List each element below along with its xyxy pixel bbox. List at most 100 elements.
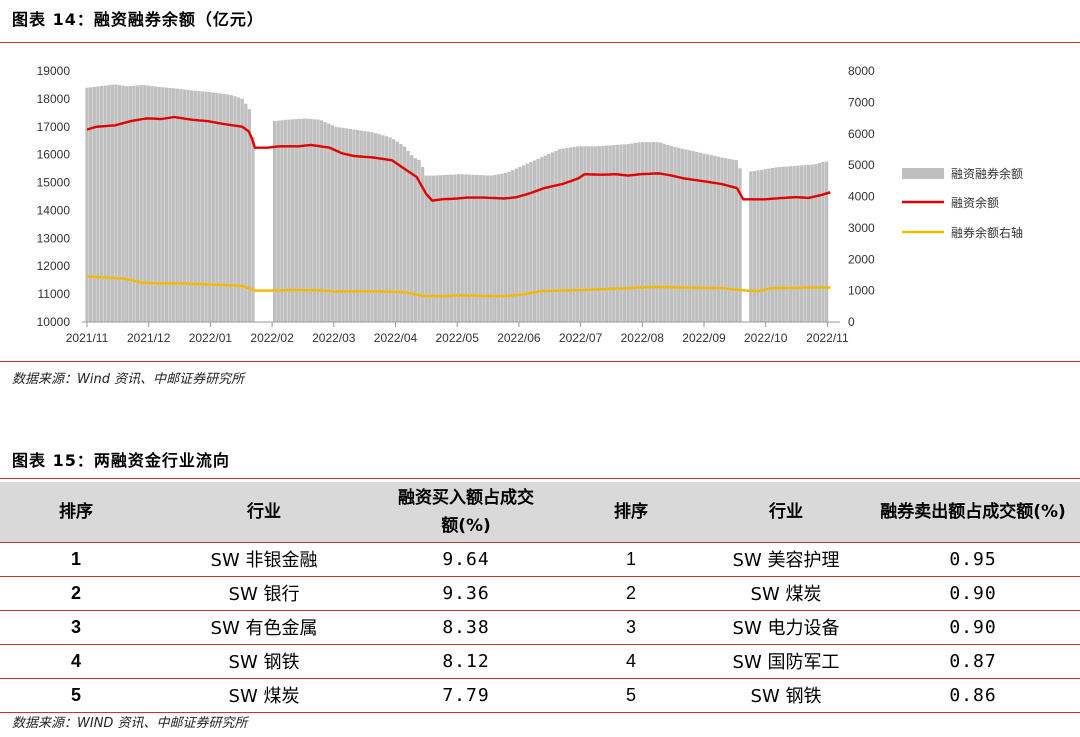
- bar: [525, 163, 529, 322]
- bar: [767, 168, 771, 322]
- bar: [218, 93, 223, 322]
- bar: [96, 86, 100, 322]
- margin-buy-ratio-cell: 9.36: [376, 575, 556, 610]
- bar: [377, 134, 381, 322]
- rank-left-cell: 4: [0, 643, 152, 678]
- bar: [384, 136, 389, 322]
- bar: [132, 85, 136, 322]
- bar: [110, 84, 114, 322]
- bar: [99, 86, 104, 322]
- bar: [659, 142, 663, 322]
- table-row: 3 SW 有色金属 8.38 3 SW 电力设备 0.90: [0, 609, 1080, 644]
- x-tick-label: 2022/03: [312, 331, 356, 345]
- y-left-tick-label: 10000: [37, 315, 71, 329]
- bar: [139, 85, 143, 322]
- bar: [594, 146, 598, 322]
- y-right-tick-label: 6000: [848, 127, 875, 141]
- bar: [705, 154, 710, 322]
- bar: [608, 145, 612, 322]
- y-right-tick-label: 8000: [848, 64, 875, 78]
- bar: [738, 168, 742, 322]
- bar: [770, 167, 775, 322]
- bar: [117, 85, 122, 322]
- bar: [709, 155, 713, 322]
- bar: [691, 151, 695, 322]
- y-left-tick-label: 17000: [37, 120, 71, 134]
- bar: [309, 118, 313, 322]
- table-row: 1 SW 非银金融 9.64 1 SW 美容护理 0.95: [0, 541, 1080, 576]
- rank-left-cell: 5: [0, 677, 152, 713]
- bar: [723, 158, 728, 322]
- bar: [687, 150, 692, 322]
- bar: [107, 85, 111, 323]
- bar: [428, 175, 432, 322]
- header-industry-1: 行业: [247, 501, 281, 522]
- bar: [489, 175, 493, 322]
- bar: [341, 127, 345, 322]
- bar: [662, 143, 666, 322]
- bar: [146, 85, 151, 322]
- bar: [226, 94, 230, 322]
- bar: [814, 164, 818, 322]
- bar: [374, 133, 378, 322]
- bar: [824, 161, 829, 322]
- bar: [413, 158, 417, 322]
- bar: [460, 174, 464, 322]
- bar: [677, 147, 681, 322]
- bar: [817, 163, 822, 322]
- bar: [774, 167, 778, 322]
- y-left-tick-label: 14000: [37, 203, 71, 217]
- x-tick-label: 2022/01: [189, 331, 233, 345]
- rank-right-cell: 3: [556, 609, 706, 644]
- y-right-tick-label: 0: [848, 315, 855, 329]
- bar: [150, 86, 154, 322]
- figure-14-top-rule: [0, 42, 1080, 43]
- bar: [316, 119, 320, 322]
- y-right-tick-label: 2000: [848, 252, 875, 266]
- rank-left-cell: 3: [0, 609, 152, 644]
- bar: [601, 145, 605, 322]
- bar: [521, 165, 526, 322]
- industry-left-cell: SW 银行: [152, 575, 376, 610]
- bar: [449, 174, 454, 322]
- bar: [543, 155, 547, 322]
- bar: [467, 174, 472, 322]
- bar: [586, 146, 591, 322]
- bar: [550, 152, 555, 322]
- bar: [799, 165, 804, 322]
- bar: [637, 142, 641, 322]
- legend-label: 融资融券余额: [951, 166, 1023, 181]
- bar: [125, 86, 129, 322]
- bar: [760, 169, 764, 322]
- bar: [402, 146, 407, 322]
- bar: [731, 159, 735, 322]
- bar: [272, 121, 277, 323]
- bar: [547, 153, 551, 322]
- bar: [121, 85, 125, 322]
- bar: [500, 173, 504, 322]
- rank-right-cell: 1: [556, 541, 706, 576]
- figure-14-bottom-rule: [0, 361, 1080, 362]
- rank-right-cell: 4: [556, 643, 706, 678]
- bar: [197, 91, 201, 322]
- bar: [186, 89, 190, 323]
- bar: [493, 174, 497, 322]
- bar: [532, 160, 537, 322]
- bar: [644, 142, 648, 322]
- bar-series-total-balance: [85, 84, 829, 323]
- x-tick-label: 2022/08: [621, 331, 665, 345]
- bar: [579, 146, 583, 322]
- bar: [615, 144, 620, 322]
- bar: [749, 171, 753, 322]
- table-row: 4 SW 钢铁 8.12 4 SW 国防军工 0.87: [0, 643, 1080, 678]
- bar: [680, 148, 684, 322]
- bar: [280, 120, 284, 322]
- industry-left-cell: SW 煤炭: [152, 677, 376, 713]
- bar: [478, 175, 482, 322]
- bar: [190, 90, 194, 322]
- rank-left-cell: 1: [0, 541, 152, 576]
- bar: [287, 119, 291, 322]
- bar: [348, 128, 353, 322]
- x-tick-label: 2022/07: [559, 331, 603, 345]
- line-series: [86, 115, 831, 298]
